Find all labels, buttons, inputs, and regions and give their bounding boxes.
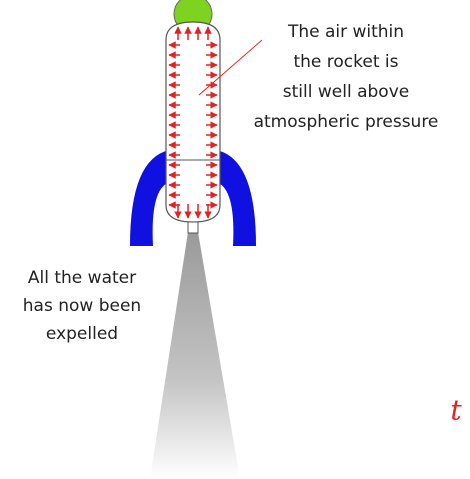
right-fin (216, 150, 256, 246)
annotation-line: All the water (28, 268, 136, 288)
annotation-line: expelled (46, 324, 118, 344)
annotation-line: the rocket is (293, 52, 398, 72)
rocket-body (166, 22, 220, 222)
time-symbol: t (450, 394, 462, 427)
diagram: The air within the rocket is still well ab… (0, 0, 470, 479)
water-spray (150, 232, 240, 479)
annotation-line: The air within (287, 22, 404, 42)
air-annotation: The air within the rocket is still well ab… (254, 22, 439, 132)
water-annotation: All the water has now been expelled (23, 268, 141, 344)
annotation-line: still well above (283, 82, 409, 102)
annotation-line: atmospheric pressure (254, 112, 439, 132)
annotation-line: has now been (23, 296, 141, 316)
left-fin (130, 150, 170, 246)
nozzle (188, 222, 198, 233)
